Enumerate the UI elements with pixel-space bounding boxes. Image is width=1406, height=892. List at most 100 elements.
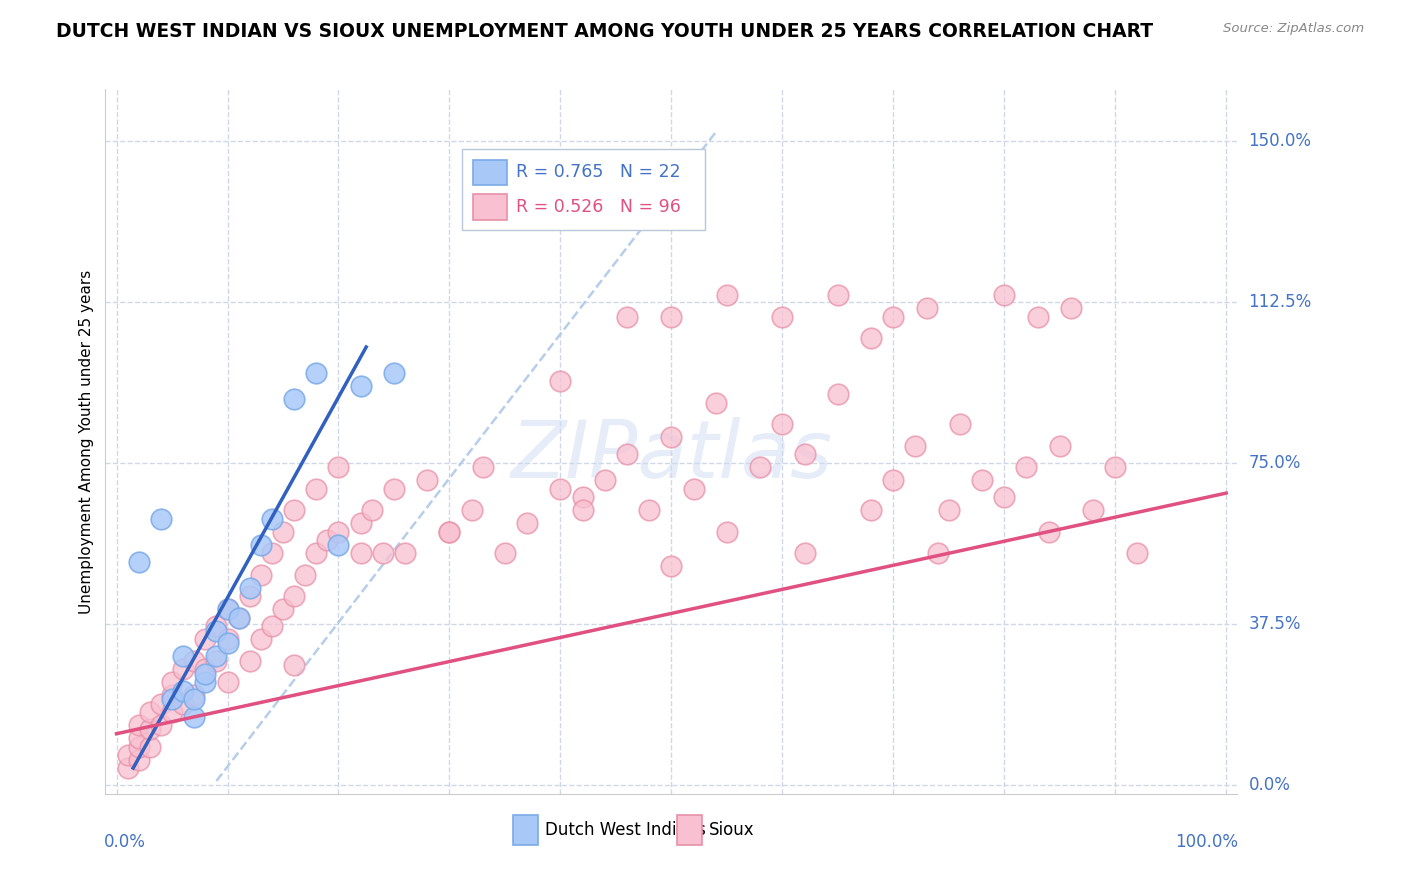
Point [1038, 524, 1060, 539]
Point [160, 692, 183, 706]
Point [328, 524, 350, 539]
Text: ZIPatlas: ZIPatlas [510, 417, 832, 495]
Point [117, 761, 139, 775]
Point [217, 602, 239, 616]
Point [659, 559, 682, 574]
Point [149, 697, 172, 711]
Point [439, 524, 461, 539]
Point [704, 396, 727, 410]
Point [139, 723, 162, 737]
Point [149, 512, 172, 526]
Point [249, 632, 271, 647]
Point [860, 331, 883, 345]
Point [1081, 503, 1104, 517]
Point [316, 533, 339, 548]
Point [638, 503, 661, 517]
Point [927, 546, 949, 560]
Bar [513, 815, 538, 845]
Point [682, 482, 704, 496]
Point [117, 748, 139, 763]
Text: 112.5%: 112.5% [1249, 293, 1312, 311]
Point [993, 288, 1015, 302]
Point [382, 482, 405, 496]
Point [494, 546, 516, 560]
Bar [678, 815, 702, 845]
Point [260, 619, 283, 633]
Point [749, 460, 772, 475]
Point [217, 602, 239, 616]
Text: DUTCH WEST INDIAN VS SIOUX UNEMPLOYMENT AMONG YOUTH UNDER 25 YEARS CORRELATION C: DUTCH WEST INDIAN VS SIOUX UNEMPLOYMENT … [56, 22, 1153, 41]
Point [183, 692, 205, 706]
Text: Source: ZipAtlas.com: Source: ZipAtlas.com [1223, 22, 1364, 36]
Point [439, 524, 461, 539]
Point [616, 447, 638, 461]
Point [283, 392, 305, 406]
Point [659, 430, 682, 444]
Point [394, 546, 416, 560]
Point [139, 705, 162, 719]
Point [793, 447, 815, 461]
Point [305, 366, 328, 380]
Point [183, 688, 205, 702]
Point [228, 610, 250, 624]
Text: 100.0%: 100.0% [1175, 832, 1239, 851]
Point [793, 546, 815, 560]
Point [128, 718, 150, 732]
Point [305, 546, 328, 560]
Point [970, 473, 993, 487]
Point [382, 366, 405, 380]
Point [172, 697, 194, 711]
Point [360, 503, 382, 517]
Point [271, 524, 294, 539]
Point [882, 310, 904, 324]
Point [283, 657, 305, 672]
Point [194, 662, 217, 676]
Point [1060, 301, 1083, 316]
Point [149, 718, 172, 732]
Text: Dutch West Indians: Dutch West Indians [544, 821, 706, 838]
Point [550, 375, 572, 389]
Point [770, 310, 793, 324]
Point [616, 310, 638, 324]
Y-axis label: Unemployment Among Youth under 25 years: Unemployment Among Youth under 25 years [79, 269, 94, 614]
Bar [474, 160, 508, 185]
Point [328, 460, 350, 475]
Point [139, 739, 162, 754]
Text: 37.5%: 37.5% [1249, 615, 1301, 633]
Point [160, 688, 183, 702]
Point [160, 675, 183, 690]
Point [571, 503, 593, 517]
Point [205, 649, 228, 664]
Point [217, 636, 239, 650]
Text: 0.0%: 0.0% [104, 832, 146, 851]
Point [239, 654, 262, 668]
Bar [463, 149, 706, 230]
Point [371, 546, 394, 560]
Point [239, 589, 262, 603]
Point [249, 567, 271, 582]
Text: 75.0%: 75.0% [1249, 454, 1301, 472]
Point [516, 516, 538, 531]
Point [770, 417, 793, 432]
Point [194, 666, 217, 681]
Point [249, 538, 271, 552]
Point [283, 503, 305, 517]
Point [205, 619, 228, 633]
Point [350, 516, 373, 531]
Point [827, 288, 849, 302]
Point [949, 417, 972, 432]
Point [860, 503, 883, 517]
Point [283, 589, 305, 603]
Point [194, 675, 217, 690]
Point [160, 705, 183, 719]
Point [239, 581, 262, 595]
Point [460, 503, 482, 517]
Point [1126, 546, 1149, 560]
Point [128, 555, 150, 569]
Text: Sioux: Sioux [709, 821, 755, 838]
Point [271, 602, 294, 616]
Point [550, 482, 572, 496]
Point [172, 649, 194, 664]
Text: 0.0%: 0.0% [1249, 776, 1291, 794]
Point [205, 624, 228, 638]
